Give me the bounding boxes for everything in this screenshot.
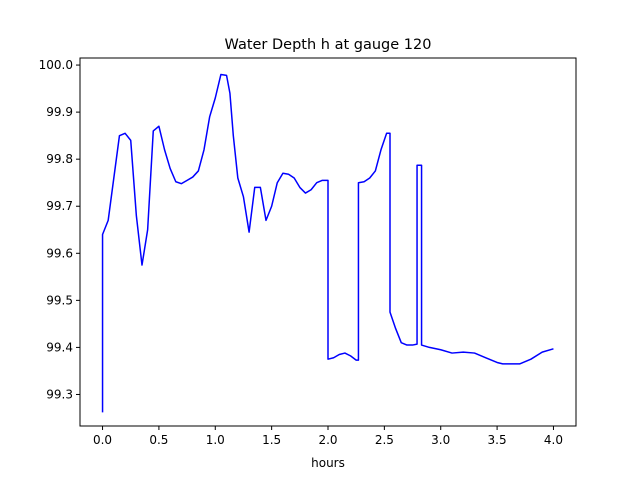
x-axis: 0.0 0.5 1.0 1.5 2.0 2.5 3.0 3.5 4.0 <box>93 426 563 447</box>
y-tick-label: 99.9 <box>46 105 73 119</box>
x-tick-label: 3.0 <box>431 433 450 447</box>
x-tick-label: 0.5 <box>149 433 168 447</box>
x-tick-label: 1.5 <box>262 433 281 447</box>
y-tick-label: 99.4 <box>46 340 73 354</box>
x-tick-label: 3.5 <box>488 433 507 447</box>
x-tick-label: 2.0 <box>318 433 337 447</box>
x-tick-label: 0.0 <box>93 433 112 447</box>
y-tick-label: 100.0 <box>39 58 73 72</box>
x-axis-label: hours <box>311 456 345 470</box>
y-tick-label: 99.3 <box>46 387 73 401</box>
x-tick-label: 2.5 <box>375 433 394 447</box>
y-axis: 99.3 99.4 99.5 99.6 99.7 99.8 99.9 100.0 <box>39 58 80 401</box>
x-tick-label: 1.0 <box>206 433 225 447</box>
y-tick-label: 99.7 <box>46 199 73 213</box>
x-tick-label: 4.0 <box>544 433 563 447</box>
y-tick-label: 99.5 <box>46 293 73 307</box>
series-line-1 <box>101 73 554 413</box>
y-tick-label: 99.8 <box>46 152 73 166</box>
y-tick-label: 99.6 <box>46 246 73 260</box>
chart-title: Water Depth h at gauge 120 <box>225 37 432 53</box>
